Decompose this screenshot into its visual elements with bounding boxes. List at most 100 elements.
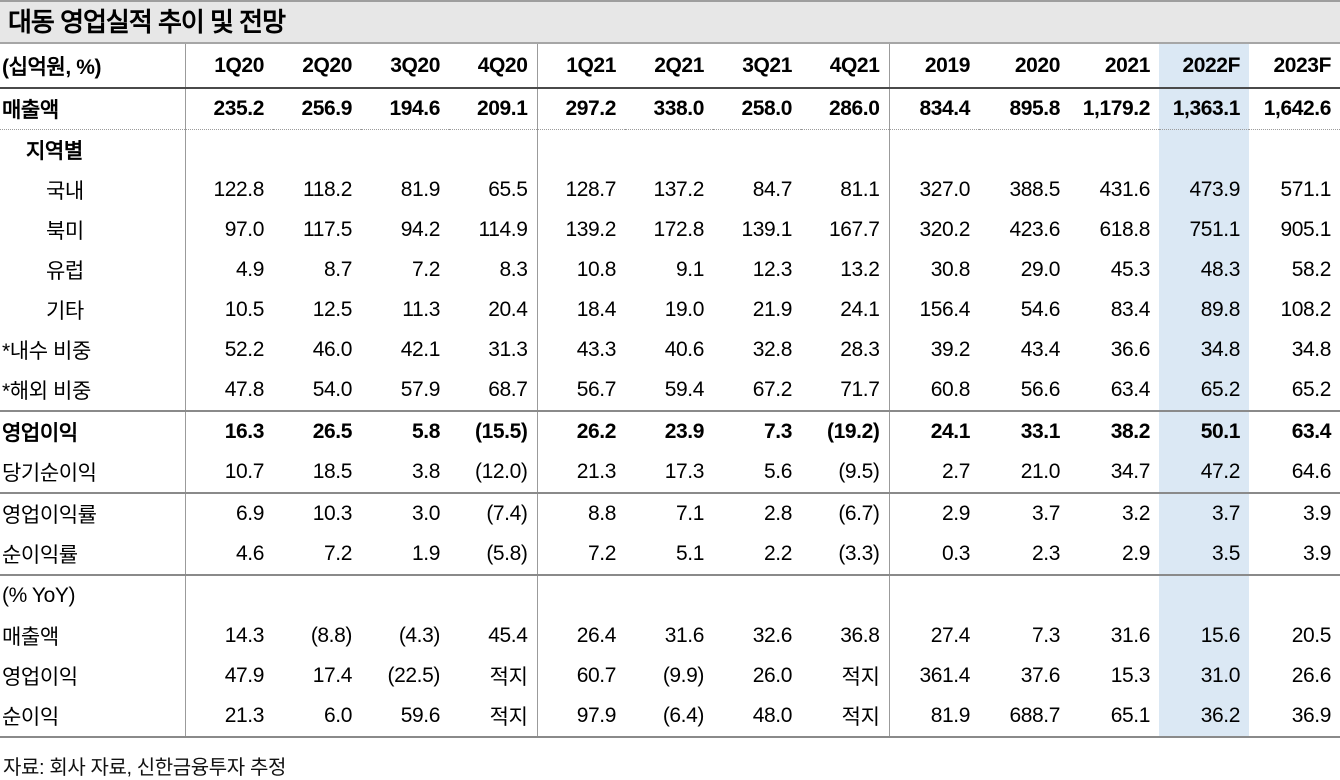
table-cell xyxy=(1159,129,1249,170)
table-cell: 31.6 xyxy=(664,624,705,647)
table-cell xyxy=(1069,130,1159,171)
column-header: 2022F xyxy=(1159,44,1249,89)
table-cell xyxy=(713,574,801,616)
column-header: 2Q21 xyxy=(625,44,713,89)
table-cell: 68.7 xyxy=(449,370,538,411)
table-cell: 26.2 xyxy=(537,410,625,452)
table-cell: (8.8) xyxy=(310,624,353,647)
header-row: (십억원, %) 1Q20 2Q20 3Q20 4Q20 1Q21 2Q21 3Q21 4Q21… xyxy=(0,44,1340,89)
table-cell: 36.8 xyxy=(801,616,890,656)
table-cell: 172.8 xyxy=(653,218,704,241)
table-cell: 1.9 xyxy=(412,542,440,565)
table-cell: 26.4 xyxy=(576,624,617,647)
table-cell: 60.7 xyxy=(576,664,617,687)
table-cell xyxy=(713,130,801,171)
table-cell: 6.0 xyxy=(273,696,361,738)
table-cell: 3.5 xyxy=(1159,534,1249,575)
table-cell xyxy=(185,130,273,171)
table-cell: 8.3 xyxy=(449,250,538,290)
table-cell: 56.6 xyxy=(1020,378,1061,401)
table-row: 북미 97.0 117.5 94.2 114.9 139.2 172.8 139.1 167.7… xyxy=(0,210,1340,250)
table-cell: 26.5 xyxy=(273,410,361,452)
table-cell: 473.9 xyxy=(1159,170,1249,210)
table-cell: 56.7 xyxy=(576,378,617,401)
table-cell: 431.6 xyxy=(1099,178,1150,201)
table-cell: 2.9 xyxy=(1122,542,1150,565)
table-cell: 7.3 xyxy=(713,410,801,452)
table-cell: 40.6 xyxy=(664,338,705,361)
table-cell: 3.7 xyxy=(979,492,1069,534)
table-cell xyxy=(361,574,449,616)
table-cell: 4.6 xyxy=(236,542,264,565)
table-row: 기타 10.5 12.5 11.3 20.4 18.4 19.0 21.9 24.1 156.4 5… xyxy=(0,290,1340,330)
table-cell: 751.1 xyxy=(1159,210,1249,250)
table-cell: (5.8) xyxy=(449,534,538,575)
table-cell: 65.5 xyxy=(449,170,538,210)
table-cell: 81.9 xyxy=(889,696,979,738)
table-cell: 18.4 xyxy=(576,298,617,321)
table-cell: 31.0 xyxy=(1159,656,1249,696)
row-label: 영업이익률 xyxy=(0,492,186,534)
table-cell: 8.8 xyxy=(537,492,625,534)
row-label: 영업이익 xyxy=(0,410,186,452)
table-cell xyxy=(361,130,449,171)
table-cell: 43.4 xyxy=(1020,338,1061,361)
table-cell: 23.9 xyxy=(625,410,713,452)
table-cell: 338.0 xyxy=(625,88,713,130)
table-cell: 10.3 xyxy=(273,492,361,534)
table-cell: 3.7 xyxy=(1159,492,1249,534)
table-cell: 48.3 xyxy=(1159,250,1249,290)
table-cell: 47.8 xyxy=(224,378,265,401)
table-cell: 1,363.1 xyxy=(1159,88,1249,130)
table-cell: 64.6 xyxy=(1291,460,1332,483)
table-cell: 83.4 xyxy=(1110,298,1151,321)
table-cell: 388.5 xyxy=(1009,178,1060,201)
table-cell: 327.0 xyxy=(919,178,970,201)
table-cell: 156.4 xyxy=(919,298,970,321)
table-cell: 10.7 xyxy=(224,460,265,483)
column-header: 2023F xyxy=(1249,44,1340,89)
table-cell: 18.5 xyxy=(312,460,353,483)
table-cell xyxy=(979,574,1069,616)
table-cell: 37.6 xyxy=(1020,664,1061,687)
table-cell: 361.4 xyxy=(919,664,970,687)
row-label: 유럽 xyxy=(0,250,186,290)
table-cell: (3.3) xyxy=(801,534,890,575)
row-label: 당기순이익 xyxy=(0,452,186,493)
table-cell: 32.6 xyxy=(752,624,793,647)
table-cell: 3.0 xyxy=(361,492,449,534)
row-label: 순이익 xyxy=(0,696,186,738)
table-cell: 137.2 xyxy=(653,178,704,201)
table-cell: (9.5) xyxy=(801,452,890,493)
table-cell: (9.9) xyxy=(662,664,705,687)
table-cell xyxy=(625,130,713,171)
table-cell: 8.7 xyxy=(324,258,352,281)
table-cell: 114.9 xyxy=(449,210,538,250)
table-cell: 10.8 xyxy=(576,258,617,281)
table-cell xyxy=(801,129,890,170)
table-cell: 905.1 xyxy=(1280,218,1331,241)
column-header: 1Q21 xyxy=(537,44,625,89)
table-cell: 7.2 xyxy=(588,542,616,565)
table-title: 대동 영업실적 추이 및 전망 xyxy=(0,0,1340,44)
table-cell xyxy=(273,574,361,616)
table-cell xyxy=(537,130,625,171)
table-cell: 28.3 xyxy=(801,330,890,370)
table-cell: 5.1 xyxy=(676,542,704,565)
table-cell: 97.9 xyxy=(537,696,625,738)
table-cell: 12.5 xyxy=(312,298,353,321)
table-cell: 688.7 xyxy=(979,696,1069,738)
table-cell: 42.1 xyxy=(400,338,441,361)
table-cell: 21.3 xyxy=(576,460,617,483)
table-cell: 적지 xyxy=(801,656,890,696)
table-row: *내수 비중 52.2 46.0 42.1 31.3 43.3 40.6 32.8 28.3 39… xyxy=(0,330,1340,370)
column-header: 4Q21 xyxy=(801,44,890,89)
column-header: 3Q20 xyxy=(361,44,449,89)
table-cell: 2.9 xyxy=(889,492,979,534)
column-header: 2Q20 xyxy=(273,44,361,89)
table-cell xyxy=(889,574,979,616)
table-cell: 34.7 xyxy=(1110,460,1151,483)
row-label: 기타 xyxy=(0,290,186,330)
table-cell xyxy=(537,574,625,616)
